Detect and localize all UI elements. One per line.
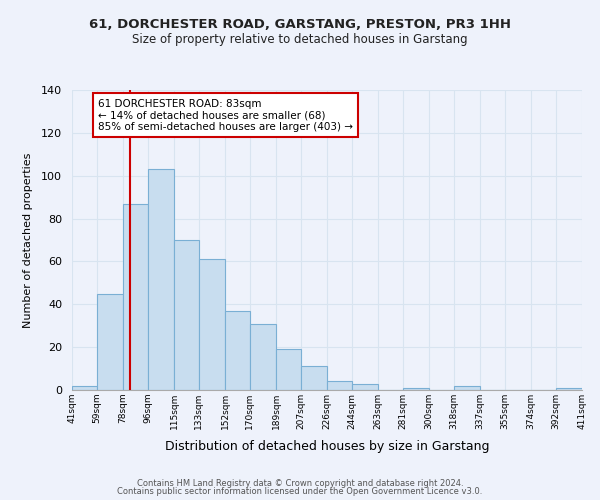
Bar xyxy=(556,388,582,390)
Bar xyxy=(403,388,429,390)
Text: 61, DORCHESTER ROAD, GARSTANG, PRESTON, PR3 1HH: 61, DORCHESTER ROAD, GARSTANG, PRESTON, … xyxy=(89,18,511,30)
Bar xyxy=(352,384,378,390)
Text: Contains HM Land Registry data © Crown copyright and database right 2024.: Contains HM Land Registry data © Crown c… xyxy=(137,478,463,488)
Y-axis label: Number of detached properties: Number of detached properties xyxy=(23,152,33,328)
Bar xyxy=(250,324,276,390)
Bar xyxy=(97,294,123,390)
Bar xyxy=(72,386,97,390)
Text: Contains public sector information licensed under the Open Government Licence v3: Contains public sector information licen… xyxy=(118,487,482,496)
Text: 61 DORCHESTER ROAD: 83sqm
← 14% of detached houses are smaller (68)
85% of semi-: 61 DORCHESTER ROAD: 83sqm ← 14% of detac… xyxy=(98,98,353,132)
Bar xyxy=(225,310,250,390)
Bar xyxy=(174,240,199,390)
X-axis label: Distribution of detached houses by size in Garstang: Distribution of detached houses by size … xyxy=(165,440,489,454)
Bar xyxy=(301,366,327,390)
Bar xyxy=(327,382,352,390)
Bar xyxy=(276,350,301,390)
Bar xyxy=(199,260,225,390)
Bar xyxy=(454,386,480,390)
Bar xyxy=(123,204,148,390)
Text: Size of property relative to detached houses in Garstang: Size of property relative to detached ho… xyxy=(132,32,468,46)
Bar xyxy=(148,170,174,390)
